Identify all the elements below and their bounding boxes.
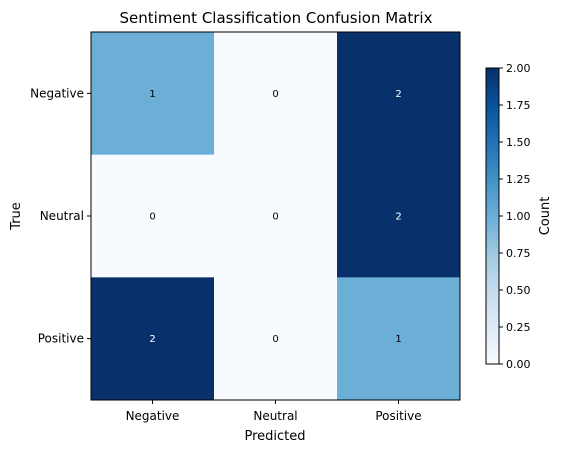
x-axis-ticks: Negative Neutral Positive	[126, 400, 422, 423]
heatmap-cell-negative-neutral	[214, 32, 338, 156]
heatmap-cell-neutral-negative	[91, 154, 215, 278]
cell-value-label: 2	[395, 212, 401, 223]
y-tick-label: Positive	[38, 332, 84, 346]
colorbar-tick-label: 0.75	[506, 247, 531, 260]
heatmap-cell-positive-positive	[337, 277, 461, 401]
colorbar-tick-label: 1.00	[506, 210, 531, 223]
colorbar-tick-label: 0.25	[506, 321, 531, 334]
y-axis-ticks: Negative Neutral Positive	[30, 86, 91, 346]
colorbar-tick-label: 1.75	[506, 99, 531, 112]
colorbar-tick-label: 2.00	[506, 62, 531, 75]
colorbar-ticks: 0.00 0.25 0.50 0.75 1.00 1.25 1.50 1.75 2.00	[499, 62, 531, 371]
heatmap-cell-positive-neutral	[214, 277, 338, 401]
y-axis-label: True	[9, 202, 24, 231]
heatmap-cell-positive-negative	[91, 277, 215, 401]
cell-value-label: 0	[272, 89, 278, 100]
colorbar-tick-label: 0.50	[506, 284, 531, 297]
x-axis-label: Predicted	[244, 429, 305, 444]
cell-value-label: 1	[149, 89, 155, 100]
cell-value-label: 2	[395, 89, 401, 100]
x-tick-label: Positive	[375, 409, 421, 423]
y-tick-label: Negative	[30, 86, 84, 100]
cell-value-label: 0	[149, 212, 155, 223]
heatmap-cell-neutral-positive	[337, 154, 461, 278]
colorbar-tick-label: 1.25	[506, 173, 531, 186]
cell-value-label: 1	[395, 334, 401, 345]
colorbar-tick-label: 0.00	[506, 358, 531, 371]
cell-value-label: 0	[272, 212, 278, 223]
heatmap-cell-negative-positive	[337, 32, 461, 156]
x-tick-label: Negative	[126, 409, 180, 423]
x-tick-label: Neutral	[253, 409, 297, 423]
colorbar-tick-label: 1.50	[506, 136, 531, 149]
cell-value-label: 0	[272, 334, 278, 345]
y-tick-label: Neutral	[40, 209, 84, 223]
cell-value-label: 2	[149, 334, 155, 345]
heatmap-cell-neutral-neutral	[214, 154, 338, 278]
colorbar	[485, 67, 500, 365]
heatmap-cell-labels: 1 0 2 0 0 2 2 0 1	[149, 89, 401, 345]
chart-title: Sentiment Classification Confusion Matri…	[120, 9, 433, 27]
heatmap-cell-negative-negative	[91, 32, 215, 156]
colorbar-label: Count	[538, 197, 553, 236]
heatmap-cells	[91, 32, 461, 401]
